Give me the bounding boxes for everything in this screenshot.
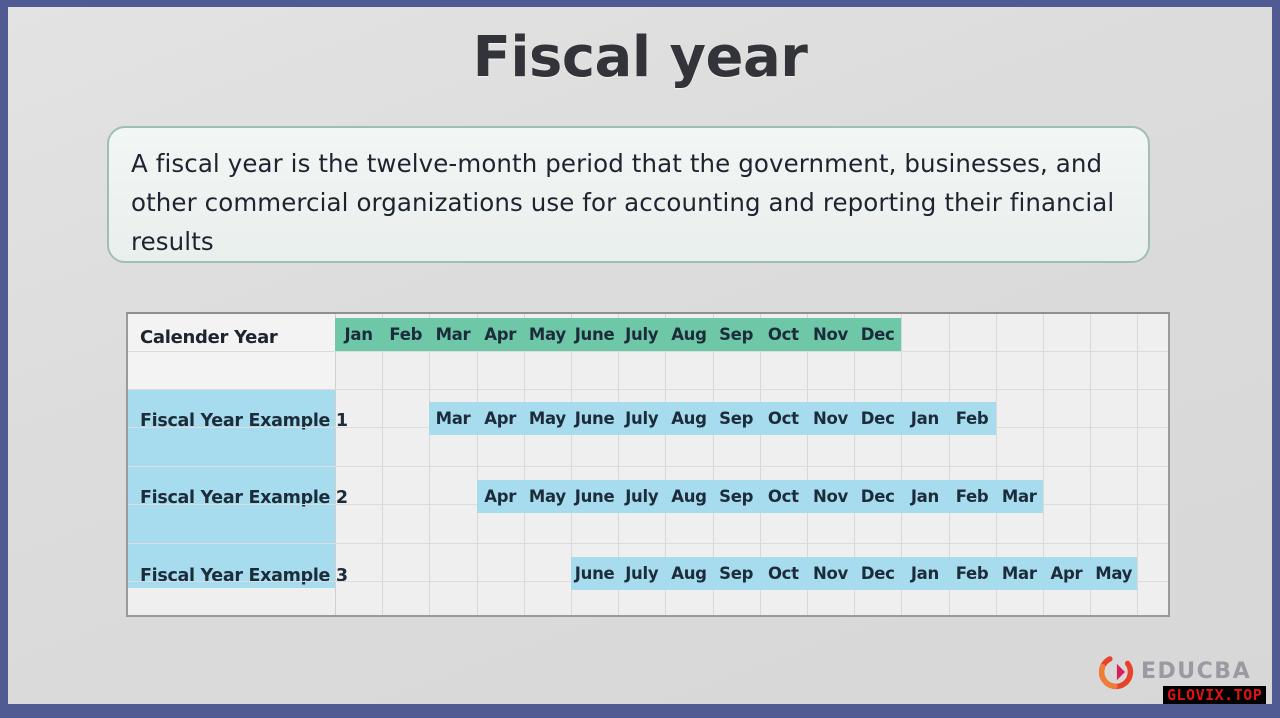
fiscal-year-1-month-cell: Apr	[484, 409, 517, 428]
calendar-year-band: Jan Feb Mar Apr May June July Aug Sep Oct Nov Dec	[335, 318, 902, 351]
grid-vline	[382, 314, 384, 615]
fiscal-year-3-month-cell: Nov	[813, 564, 849, 583]
fiscal-year-3-month-cell: Feb	[955, 564, 989, 583]
label-column-divider	[335, 314, 336, 615]
row-label-fiscal-year-example-1: Fiscal Year Example 1	[140, 411, 348, 431]
calendar-year-month-cell: Mar	[435, 325, 471, 344]
fiscal-year-3-month-cell: Sep	[719, 564, 754, 583]
calendar-year-month-cell: Dec	[860, 325, 895, 344]
fiscal-year-1-month-cell: Nov	[812, 409, 848, 428]
grid-vline	[1043, 314, 1044, 615]
educba-logo: EDUCBA	[1098, 652, 1258, 694]
fiscal-year-1-month-cell: May	[528, 409, 566, 428]
grid-vline	[618, 314, 620, 615]
fiscal-year-3-band: June July Aug Sep Oct Nov Dec Jan Feb Mar Apr May	[571, 557, 1138, 590]
calendar-year-month-cell: Jan	[344, 325, 373, 344]
fiscal-year-2-month-cell: Mar	[1001, 487, 1037, 506]
slide-canvas: Fiscal year A fiscal year is the twelve-…	[8, 7, 1272, 704]
grid-vline	[429, 314, 431, 615]
calendar-year-month-cell: Feb	[389, 325, 423, 344]
grid-vline	[995, 314, 997, 615]
fiscal-year-2-month-cell: July	[625, 487, 659, 506]
page-title: Fiscal year	[472, 25, 808, 90]
grid-hline	[128, 389, 1168, 390]
grid-vline	[948, 314, 950, 615]
grid-vline	[807, 314, 808, 615]
fiscal-year-2-month-cell: June	[574, 487, 615, 506]
fiscal-year-3-month-cell: Mar	[1001, 564, 1037, 583]
grid-vline	[901, 314, 903, 615]
calendar-year-month-cell: Oct	[767, 325, 799, 344]
calendar-year-month-cell: Aug	[671, 325, 707, 344]
grid-vline	[1137, 314, 1139, 615]
grid-vline	[712, 314, 714, 615]
row-label-fiscal-year-example-3: Fiscal Year Example 3	[140, 566, 348, 586]
fiscal-year-1-month-cell: Sep	[719, 409, 754, 428]
fiscal-year-2-month-cell: Nov	[812, 487, 848, 506]
grid-vline	[1184, 314, 1186, 615]
fiscal-year-1-band: Mar Apr May June July Aug Sep Oct Nov Dec Jan Feb	[429, 402, 996, 435]
fiscal-year-1-month-cell: Jan	[910, 409, 939, 428]
fiscal-year-3-month-cell: Apr	[1050, 564, 1083, 583]
grid-vline	[854, 314, 856, 615]
fiscal-year-1-month-cell: Feb	[955, 409, 989, 428]
grid-vline	[571, 314, 572, 615]
fiscal-year-2-month-cell: Jan	[910, 487, 939, 506]
calendar-year-month-cell: May	[528, 325, 566, 344]
fiscal-year-2-month-cell: Dec	[860, 487, 895, 506]
grid-hline	[128, 543, 1168, 544]
fiscal-year-2-month-cell: Aug	[671, 487, 707, 506]
fiscal-year-3-month-cell: Oct	[767, 564, 799, 583]
fiscal-year-3-month-cell: May	[1095, 564, 1133, 583]
row-label-fiscal-year-example-2: Fiscal Year Example 2	[140, 488, 348, 508]
educba-swirl-icon	[1098, 654, 1134, 690]
grid-vline	[476, 314, 478, 615]
fiscal-year-3-month-cell: June	[574, 564, 615, 583]
fiscal-year-2-month-cell: Apr	[484, 487, 517, 506]
glovix-watermark: GLOVIX.TOP	[1163, 686, 1267, 704]
fiscal-year-3-month-cell: Jan	[910, 564, 939, 583]
fiscal-year-1-month-cell: Aug	[671, 409, 707, 428]
fiscal-year-2-month-cell: Sep	[719, 487, 754, 506]
fiscal-year-1-month-cell: June	[574, 409, 615, 428]
calendar-year-month-cell: Sep	[719, 325, 754, 344]
grid-hline	[128, 351, 1168, 352]
calendar-year-month-cell: Nov	[812, 325, 848, 344]
grid-vline	[523, 314, 525, 615]
fiscal-year-2-month-cell: May	[528, 487, 566, 506]
fiscal-year-1-month-cell: Mar	[435, 409, 471, 428]
fiscal-year-2-month-cell: Feb	[955, 487, 989, 506]
fiscal-year-3-month-cell: Dec	[860, 564, 895, 583]
definition-text: A fiscal year is the twelve-month period…	[131, 149, 1115, 256]
fiscal-year-1-month-cell: Oct	[767, 409, 799, 428]
fiscal-year-3-month-cell: Aug	[671, 564, 707, 583]
grid-vline	[1090, 314, 1092, 615]
calendar-year-label: Calender Year	[140, 327, 278, 348]
fiscal-year-table: Calender Year Fiscal Year Example 1 Fisc…	[126, 312, 1186, 617]
educba-wordmark: EDUCBA	[1141, 659, 1252, 684]
table-grid: Calender Year Fiscal Year Example 1 Fisc…	[128, 314, 1186, 615]
calendar-year-month-cell: Apr	[484, 325, 517, 344]
fiscal-year-2-band: Apr May June July Aug Sep Oct Nov Dec Jan Feb Mar	[476, 480, 1043, 513]
fiscal-year-3-month-cell: July	[625, 564, 659, 583]
definition-callout: A fiscal year is the twelve-month period…	[107, 126, 1150, 263]
grid-hline	[128, 466, 1168, 467]
calendar-year-month-cell: June	[574, 325, 615, 344]
label-column-body-fill	[128, 389, 335, 588]
fiscal-year-1-month-cell: Dec	[860, 409, 895, 428]
fiscal-year-2-month-cell: Oct	[767, 487, 799, 506]
grid-vline	[759, 314, 761, 615]
fiscal-year-1-month-cell: July	[625, 409, 659, 428]
calendar-year-month-cell: July	[625, 325, 659, 344]
grid-vline	[665, 314, 667, 615]
